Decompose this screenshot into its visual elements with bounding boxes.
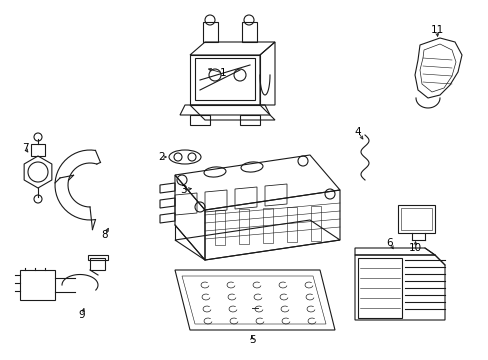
Text: 6: 6 [386, 238, 392, 248]
Text: 10: 10 [407, 243, 421, 253]
Text: 9: 9 [79, 310, 85, 320]
Text: 11: 11 [429, 25, 443, 35]
Text: 2: 2 [159, 152, 165, 162]
Text: 8: 8 [102, 230, 108, 240]
Text: 5: 5 [248, 335, 255, 345]
Text: 4: 4 [354, 127, 361, 137]
Circle shape [34, 195, 42, 203]
Text: 3: 3 [179, 185, 186, 195]
Text: 1: 1 [219, 68, 226, 78]
Text: 7: 7 [21, 143, 28, 153]
